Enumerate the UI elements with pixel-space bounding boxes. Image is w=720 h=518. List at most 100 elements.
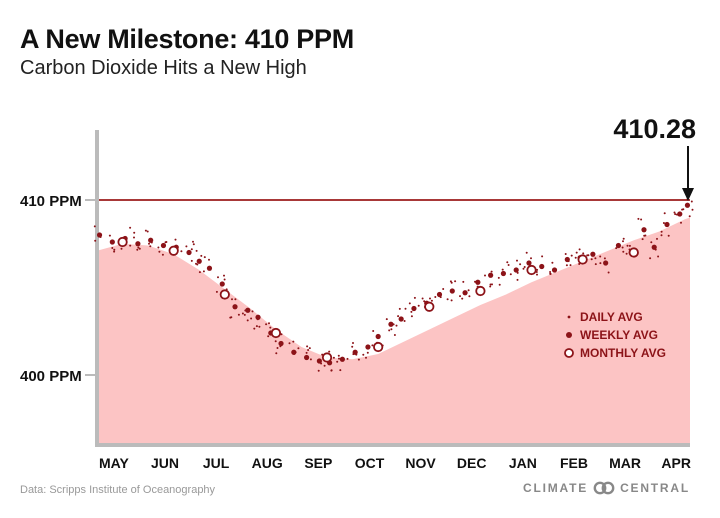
monthly-avg-point: [168, 245, 179, 256]
daily-avg-point: [190, 259, 193, 262]
daily-avg-point: [94, 239, 97, 242]
weekly-avg-point: [411, 305, 417, 312]
weekly-avg-point: [303, 354, 310, 361]
daily-avg-point: [174, 238, 177, 241]
daily-avg-point: [536, 273, 538, 276]
seasonal-trend-area: [97, 217, 690, 445]
daily-avg-point: [507, 264, 510, 266]
daily-avg-point: [308, 347, 311, 350]
daily-avg-point: [215, 290, 218, 293]
daily-avg-point: [446, 298, 449, 301]
chart-subtitle: Carbon Dioxide Hits a New High: [20, 57, 307, 79]
daily-avg-point: [306, 345, 309, 348]
daily-avg-point: [275, 352, 278, 355]
daily-avg-point: [644, 234, 647, 237]
daily-avg-point: [657, 255, 660, 258]
weekly-avg-point: [684, 202, 691, 208]
daily-avg-point: [516, 259, 518, 262]
daily-avg-point: [265, 323, 268, 326]
weekly-avg-point: [603, 260, 609, 266]
daily-avg-point: [680, 221, 682, 224]
weekly-avg-point: [278, 340, 284, 347]
daily-avg-point: [136, 248, 139, 251]
daily-avg-point: [509, 273, 512, 276]
daily-avg-point: [594, 263, 597, 266]
weekly-avg-point: [449, 288, 455, 294]
daily-avg-point: [267, 335, 270, 338]
daily-avg-point: [603, 257, 606, 260]
weekly-avg-point: [398, 316, 404, 322]
weekly-avg-point: [488, 272, 494, 278]
daily-avg-point: [403, 320, 406, 322]
daily-avg-point: [195, 262, 197, 265]
daily-avg-point: [468, 295, 471, 298]
daily-avg-point: [641, 238, 644, 241]
daily-avg-point: [234, 298, 237, 301]
daily-avg-point: [336, 360, 339, 363]
daily-avg-point: [628, 244, 631, 247]
daily-avg-point: [519, 263, 522, 266]
weekly-avg-point: [245, 307, 251, 313]
daily-avg-point: [192, 240, 194, 243]
daily-avg-point: [297, 347, 300, 350]
x-tick-label: MAR: [609, 455, 641, 471]
daily-avg-point: [615, 247, 618, 250]
daily-avg-point: [332, 356, 335, 359]
weekly-avg-point: [339, 356, 345, 362]
daily-avg-point: [497, 276, 500, 279]
weekly-avg-point: [375, 333, 381, 340]
weekly-avg-point: [135, 241, 141, 247]
daily-avg-point: [288, 342, 291, 345]
daily-avg-point: [501, 268, 504, 271]
daily-avg-point: [622, 237, 625, 240]
daily-avg-point: [337, 354, 340, 357]
daily-avg-point: [410, 310, 413, 313]
daily-avg-point: [489, 285, 492, 288]
weekly-avg-point: [539, 263, 545, 270]
daily-avg-point: [498, 283, 501, 286]
weekly-avg-point: [365, 344, 371, 350]
daily-avg-point: [357, 358, 360, 361]
y-tick-label: 400 PPM: [20, 368, 82, 385]
daily-avg-point: [574, 256, 577, 259]
daily-avg-point: [660, 234, 663, 237]
daily-avg-point: [274, 340, 277, 343]
daily-avg-point: [192, 243, 195, 246]
chart-title: A New Milestone: 410 PPM: [20, 24, 354, 54]
daily-avg-point: [430, 299, 433, 302]
daily-avg-point: [346, 357, 349, 360]
weekly-avg-point: [255, 314, 261, 320]
daily-avg-point: [674, 213, 677, 216]
daily-avg-point: [120, 247, 123, 250]
daily-avg-point: [649, 257, 652, 260]
weekly-avg-point: [148, 237, 154, 243]
daily-avg-point: [305, 351, 308, 354]
daily-avg-point: [243, 313, 246, 316]
daily-avg-point: [491, 283, 493, 286]
weekly-avg-point: [500, 270, 507, 277]
daily-avg-point: [490, 270, 493, 273]
x-tick-label: JAN: [509, 455, 537, 471]
daily-avg-point: [133, 231, 136, 234]
legend-label: WEEKLY AVG: [580, 328, 658, 342]
daily-avg-point: [365, 356, 367, 359]
daily-avg-point: [129, 226, 132, 229]
weekly-avg-point: [96, 232, 103, 238]
daily-avg-point: [516, 271, 519, 274]
weekly-avg-point: [232, 304, 238, 310]
daily-avg-point: [489, 283, 492, 286]
daily-avg-point: [217, 276, 219, 279]
weekly-avg-point: [388, 321, 394, 327]
daily-avg-point: [195, 249, 198, 252]
monthly-avg-point: [526, 264, 537, 276]
daily-avg-point: [229, 316, 232, 319]
daily-avg-point: [690, 200, 693, 203]
daily-avg-point: [113, 250, 116, 253]
legend-label: DAILY AVG: [580, 310, 643, 324]
brand-text-right: CENTRAL: [620, 481, 690, 495]
daily-avg-point: [586, 254, 589, 257]
daily-avg-point: [255, 325, 258, 328]
daily-avg-point: [565, 264, 568, 267]
daily-avg-point: [385, 318, 388, 321]
